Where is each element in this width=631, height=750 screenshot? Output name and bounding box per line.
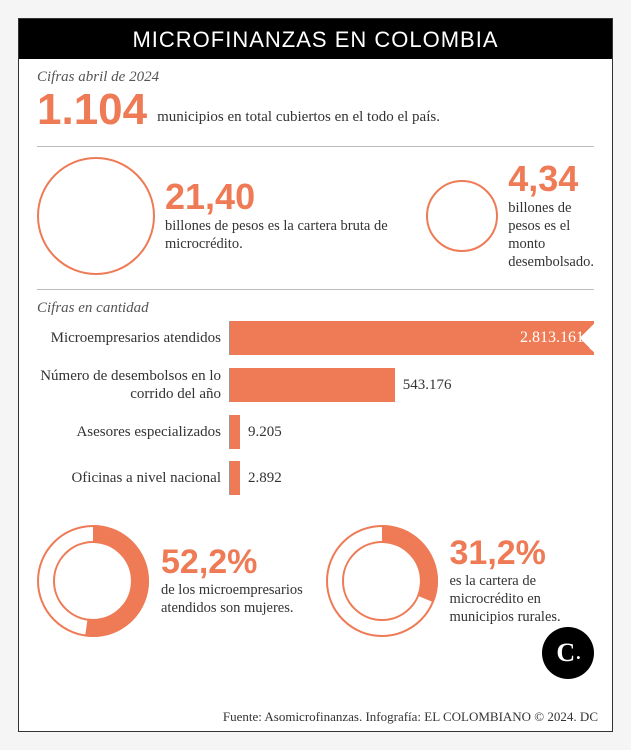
donut-desc: de los microempresarios atendidos son mu…: [161, 581, 306, 617]
title-text: MICROFINANZAS EN COLOMBIA: [132, 27, 498, 52]
bar-fill: [230, 415, 240, 449]
subtitle-date: Cifras abril de 2024: [37, 69, 594, 86]
bar-track: 2.892: [229, 461, 594, 495]
circle-desc: billones de pesos es la cartera bruta de…: [165, 217, 412, 253]
infographic-frame: MICROFINANZAS EN COLOMBIA Cifras abril d…: [18, 18, 613, 732]
donut-chart: [37, 525, 149, 637]
divider: [37, 289, 594, 290]
bar-label: Número de desembolsos en lo corrido del …: [37, 367, 229, 403]
bar-row: Número de desembolsos en lo corrido del …: [37, 367, 594, 403]
donut-text: 31,2%es la cartera de microcrédito en mu…: [450, 536, 595, 626]
donut-text: 52,2%de los microempresarios atendidos s…: [161, 545, 306, 617]
bar-label: Oficinas a nivel nacional: [37, 469, 229, 487]
circle-value: 4,34: [508, 161, 594, 197]
circle-value: 21,40: [165, 179, 412, 215]
title-bar: MICROFINANZAS EN COLOMBIA: [19, 19, 612, 59]
circle-stat-text: 21,40 billones de pesos es la cartera br…: [165, 179, 412, 253]
bar-track: 543.176: [229, 368, 594, 402]
source-line: Fuente: Asomicrofinanzas. Infografía: EL…: [19, 701, 612, 731]
bar-value: 543.176: [403, 377, 452, 394]
donut-chart: [326, 525, 438, 637]
content-area: Cifras abril de 2024 1.104 municipios en…: [19, 59, 612, 701]
bar-label: Asesores especializados: [37, 423, 229, 441]
donut-block: 31,2%es la cartera de microcrédito en mu…: [326, 525, 595, 637]
hero-value: 1.104: [37, 88, 147, 132]
circle-stat-small: 4,34 billones de pesos es el monto desem…: [426, 161, 594, 272]
bar-row: Asesores especializados 9.205: [37, 415, 594, 449]
divider: [37, 146, 594, 147]
bar-label: Microempresarios atendidos: [37, 329, 229, 347]
donut-block: 52,2%de los microempresarios atendidos s…: [37, 525, 306, 637]
donut-percent: 52,2%: [161, 545, 306, 579]
circle-desc: billones de pesos es el monto desembolsa…: [508, 199, 594, 272]
hero-stat: 1.104 municipios en total cubiertos en e…: [37, 88, 594, 132]
publisher-logo: C: [542, 627, 594, 679]
donut-percent: 31,2%: [450, 536, 595, 570]
bar-fill: [230, 368, 395, 402]
bar-row: Oficinas a nivel nacional 2.892: [37, 461, 594, 495]
circle-stat-text: 4,34 billones de pesos es el monto desem…: [508, 161, 594, 272]
bar-value: 2.892: [248, 470, 282, 487]
bar-fill: 2.813.161: [230, 321, 594, 355]
circle-stat-large: 21,40 billones de pesos es la cartera br…: [37, 157, 412, 275]
bar-track: 2.813.161: [229, 321, 594, 355]
bar-value: 9.205: [248, 424, 282, 441]
subtitle-qty: Cifras en cantidad: [37, 300, 594, 317]
donut-desc: es la cartera de microcrédito en municip…: [450, 572, 595, 626]
bar-chart: Microempresarios atendidos2.813.161Númer…: [37, 321, 594, 507]
bar-row: Microempresarios atendidos2.813.161: [37, 321, 594, 355]
hero-desc: municipios en total cubiertos en el todo…: [157, 109, 440, 132]
donut-row: 52,2%de los microempresarios atendidos s…: [37, 525, 594, 637]
circle-icon-large: [37, 157, 155, 275]
bar-fill: [230, 461, 240, 495]
circle-stats-row: 21,40 billones de pesos es la cartera br…: [37, 157, 594, 275]
bar-track: 9.205: [229, 415, 594, 449]
logo-letter: C: [556, 638, 579, 668]
circle-icon-small: [426, 180, 498, 252]
